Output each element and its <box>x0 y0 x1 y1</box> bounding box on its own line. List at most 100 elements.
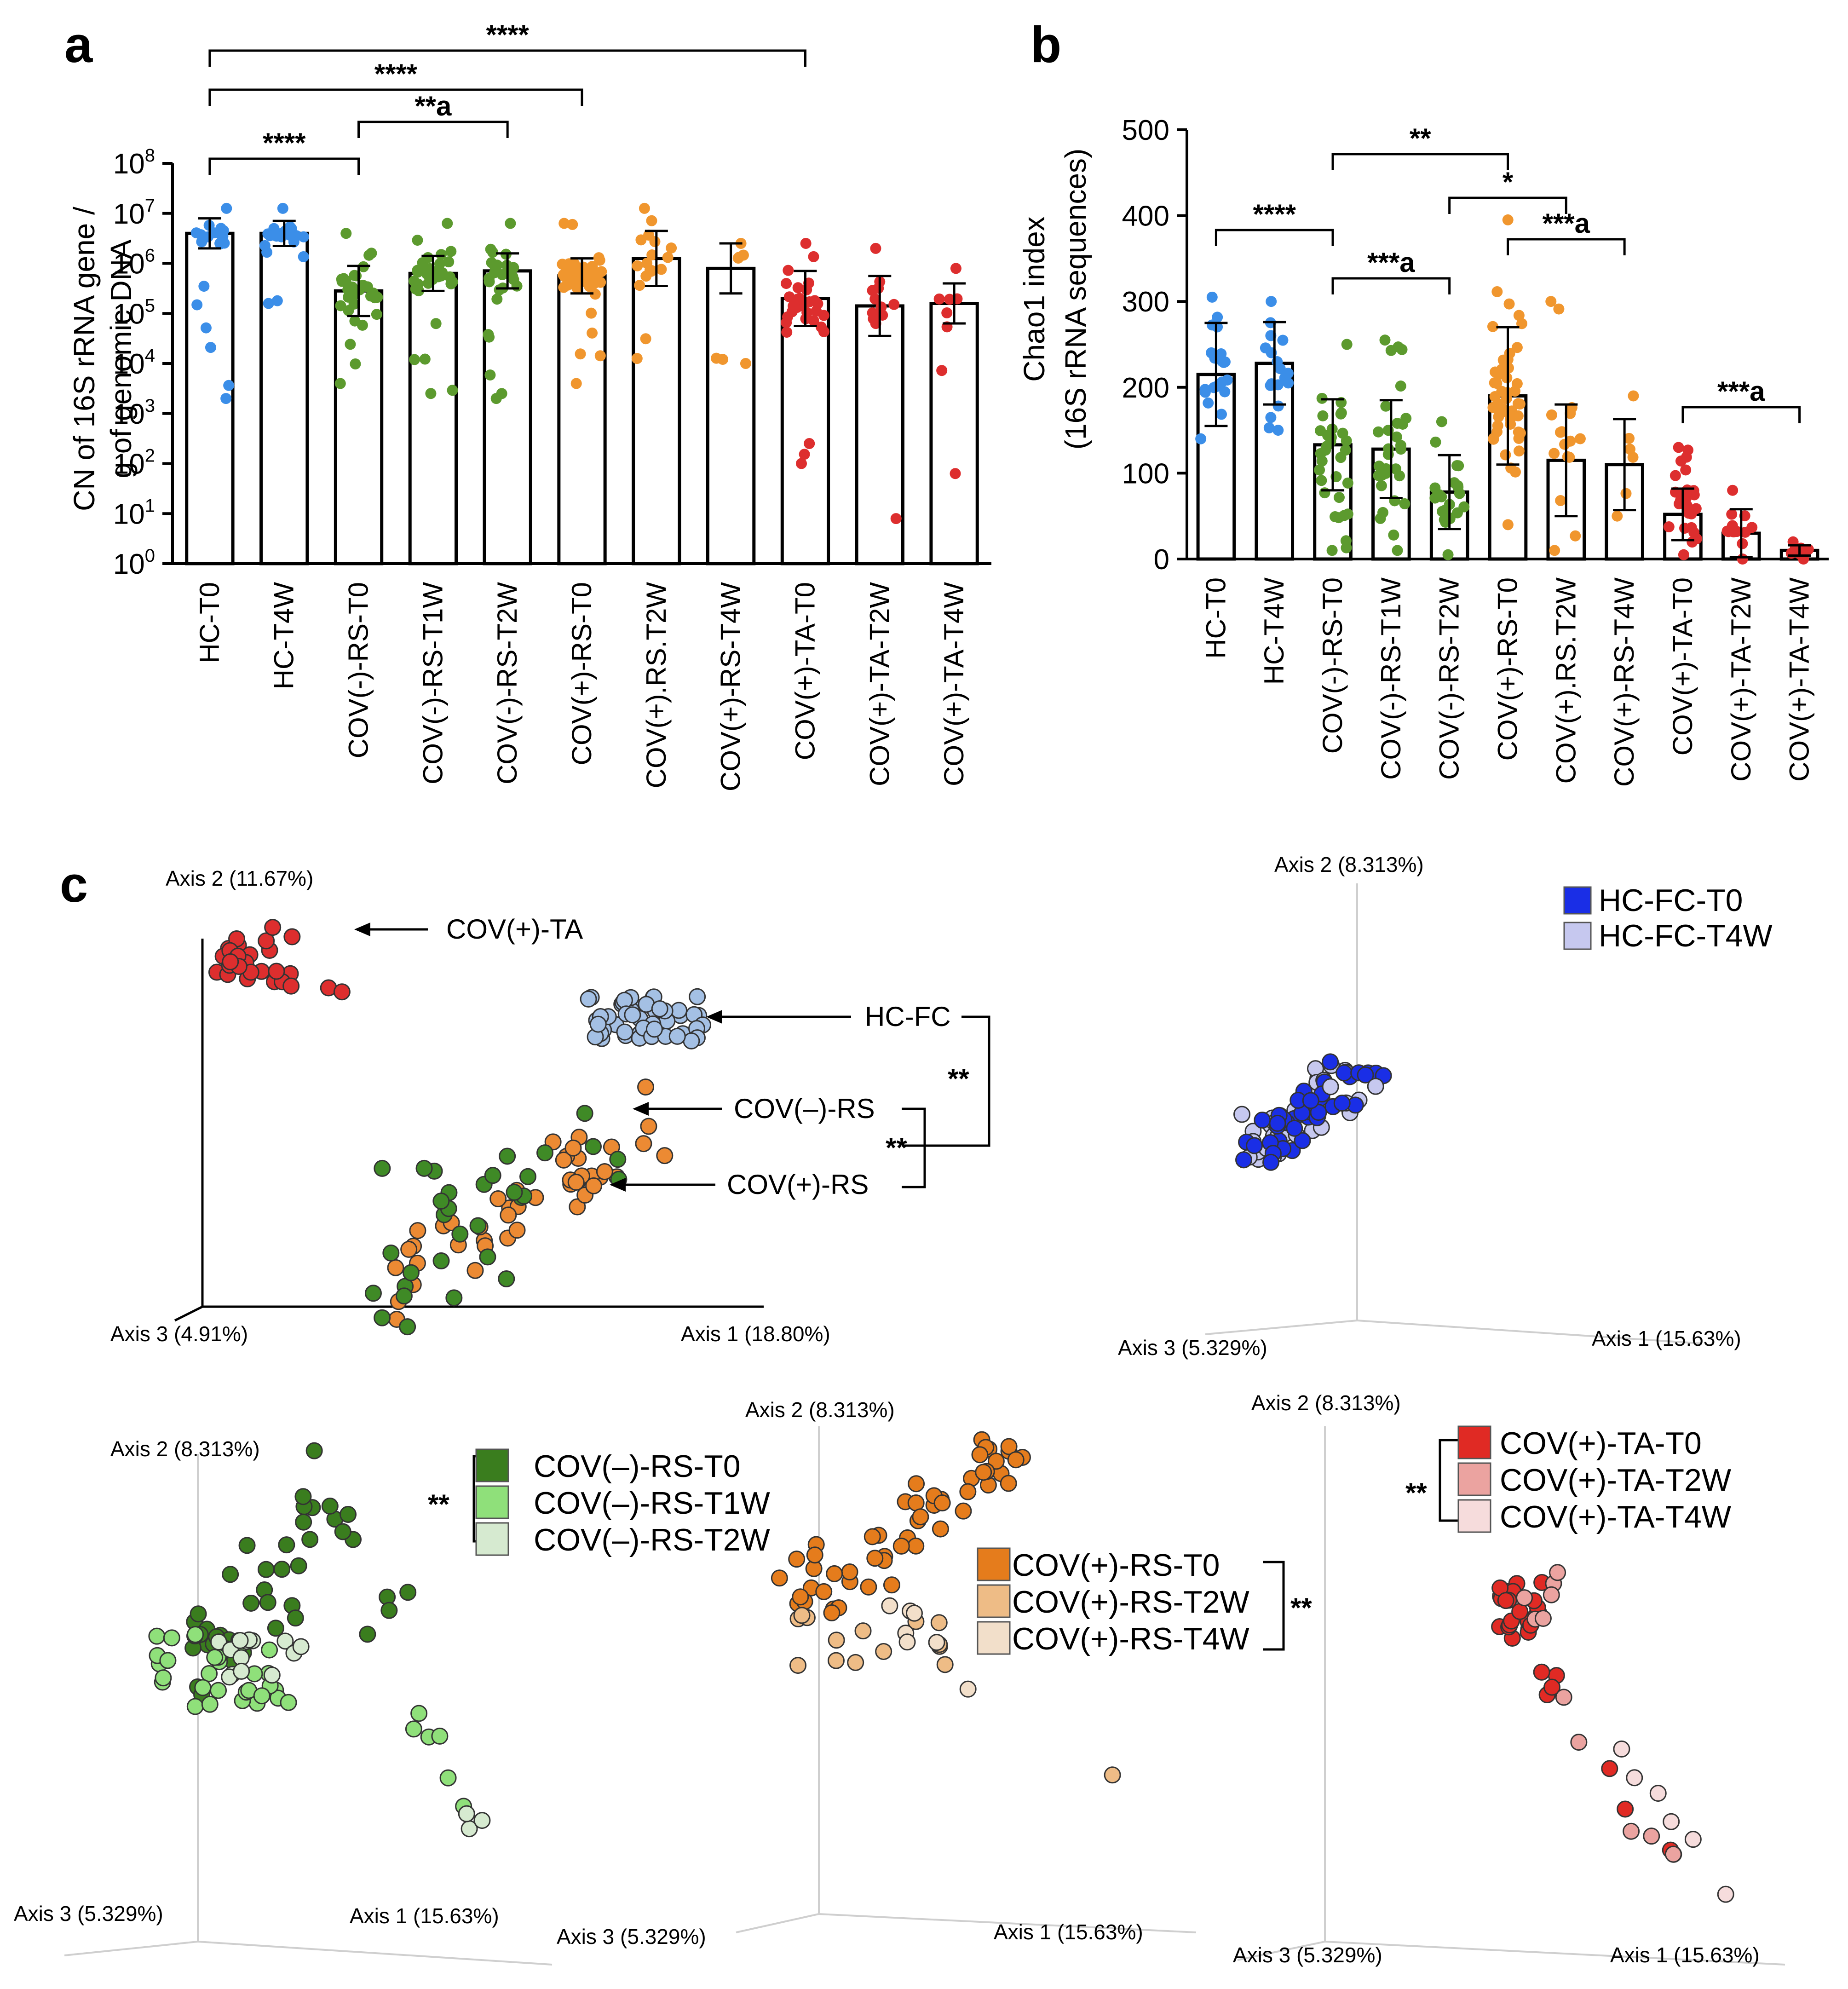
x-tick-label: COV(-)-RS-T0 <box>1317 577 1348 754</box>
scatter-point <box>473 1812 491 1829</box>
y-tick-label: 103 <box>113 396 155 430</box>
data-point <box>875 301 887 313</box>
data-point <box>888 299 900 310</box>
legend-label-rs-pos-t2w: COV(+)-RS-T2W <box>1012 1585 1249 1620</box>
scatter-point <box>624 1006 641 1024</box>
legend-label-rs-pos-t4w: COV(+)-RS-T4W <box>1012 1621 1249 1656</box>
data-point <box>656 264 667 275</box>
comparison-bracket <box>208 157 360 175</box>
y-tick-label: 105 <box>113 295 155 330</box>
data-point <box>1203 397 1214 409</box>
scatter-point <box>186 1626 204 1643</box>
data-point <box>1681 451 1692 463</box>
scatter-point <box>1254 1112 1271 1129</box>
data-point <box>1570 530 1581 542</box>
scatter-point <box>854 1622 872 1640</box>
data-point <box>489 261 501 272</box>
scatter-point <box>439 1769 457 1787</box>
scatter-point <box>536 1144 554 1162</box>
y-tick-label: 500 <box>1122 115 1169 146</box>
data-point <box>1678 549 1689 560</box>
bar-COV(+)-RS-T4W <box>706 266 756 565</box>
data-point <box>1624 444 1636 455</box>
scatter-point <box>815 1583 833 1600</box>
scatter-point <box>292 1638 310 1655</box>
data-point <box>662 252 674 263</box>
data-point <box>372 292 383 303</box>
data-point <box>1623 432 1635 444</box>
pcoa-1-axis3-label: Axis 3 (4.91%) <box>110 1322 248 1346</box>
scatter-point <box>930 1614 948 1632</box>
data-point <box>1493 411 1504 422</box>
scatter-point <box>432 1192 450 1210</box>
data-point <box>558 282 570 293</box>
scatter-point <box>410 1705 428 1722</box>
legend-swatch-rs-neg-t2w <box>475 1522 509 1556</box>
scatter-point <box>273 1561 291 1578</box>
x-tick-label: COV(-)-RS-T0 <box>343 582 374 758</box>
scatter-point <box>1497 1592 1514 1609</box>
scatter-point <box>1663 1813 1680 1830</box>
chart-a-ylabel-2: g of genomic DNA <box>104 239 138 479</box>
pcoa-5-points <box>1491 1564 1734 1903</box>
data-point <box>711 352 722 364</box>
sig-rs-neg-vs-pos: ** <box>886 1132 907 1163</box>
data-point <box>357 319 368 331</box>
scatter-point <box>589 1015 607 1033</box>
data-point <box>1502 519 1514 530</box>
scatter-point <box>334 1523 351 1540</box>
data-point <box>1429 492 1441 504</box>
bar-HC-T4W <box>259 231 309 565</box>
scatter-point <box>268 963 285 980</box>
data-point <box>1322 430 1334 441</box>
group-label-rs-neg: COV(–)-RS <box>734 1093 875 1124</box>
scatter-point <box>1286 1119 1303 1137</box>
comparison-label: **** <box>1253 199 1296 230</box>
scatter-point <box>1357 1066 1374 1084</box>
scatter-point <box>210 1682 227 1699</box>
bracket-rs-pos-time <box>1263 1561 1285 1651</box>
data-point <box>436 249 447 260</box>
pcoa-4-axis3-label: Axis 3 (5.329%) <box>557 1925 706 1949</box>
scatter-point <box>908 1475 925 1493</box>
chart-a: CN of 16S rRNA gene / g of genomic DNA 1… <box>68 19 991 791</box>
data-point <box>412 265 423 276</box>
data-point <box>1505 418 1516 430</box>
data-point <box>565 275 577 287</box>
data-point <box>271 295 283 306</box>
data-point <box>429 266 440 278</box>
comparison-label: ** <box>1410 123 1431 154</box>
scatter-point <box>359 1626 376 1643</box>
scatter-point <box>399 1318 416 1336</box>
group-label-ta: COV(+)-TA <box>446 914 583 945</box>
scatter-point <box>489 1190 507 1207</box>
scatter-point <box>267 1620 284 1637</box>
data-point <box>740 358 751 369</box>
data-point <box>447 276 458 288</box>
scatter-point <box>519 1168 537 1185</box>
scatter-point <box>242 1594 260 1612</box>
y-tick-label: 107 <box>113 196 155 230</box>
data-point <box>508 274 519 285</box>
scatter-point <box>928 1634 945 1651</box>
data-point <box>1199 386 1211 398</box>
scatter-point <box>668 1027 686 1045</box>
pcoa-rs-neg: Axis 2 (8.313%) Axis 1 (15.63%) Axis 3 (… <box>14 1437 770 1966</box>
data-point <box>1342 508 1353 520</box>
data-point <box>1503 298 1515 310</box>
x-tick-label: HC-T0 <box>1200 577 1231 659</box>
data-point <box>1802 543 1814 555</box>
data-point <box>586 307 597 319</box>
comparison-label: ***a <box>1717 376 1765 407</box>
data-point <box>867 285 878 296</box>
data-point <box>941 307 953 319</box>
pcoa-5-axis3-line <box>1237 1941 1325 1961</box>
pcoa-5-axis2-label: Axis 2 (8.313%) <box>1251 1391 1401 1415</box>
scatter-point <box>576 1105 593 1122</box>
scatter-point <box>959 1483 977 1500</box>
data-point <box>1442 549 1454 560</box>
data-point <box>804 438 815 450</box>
scatter-point <box>883 1576 900 1594</box>
comparison-label: **** <box>263 127 306 158</box>
